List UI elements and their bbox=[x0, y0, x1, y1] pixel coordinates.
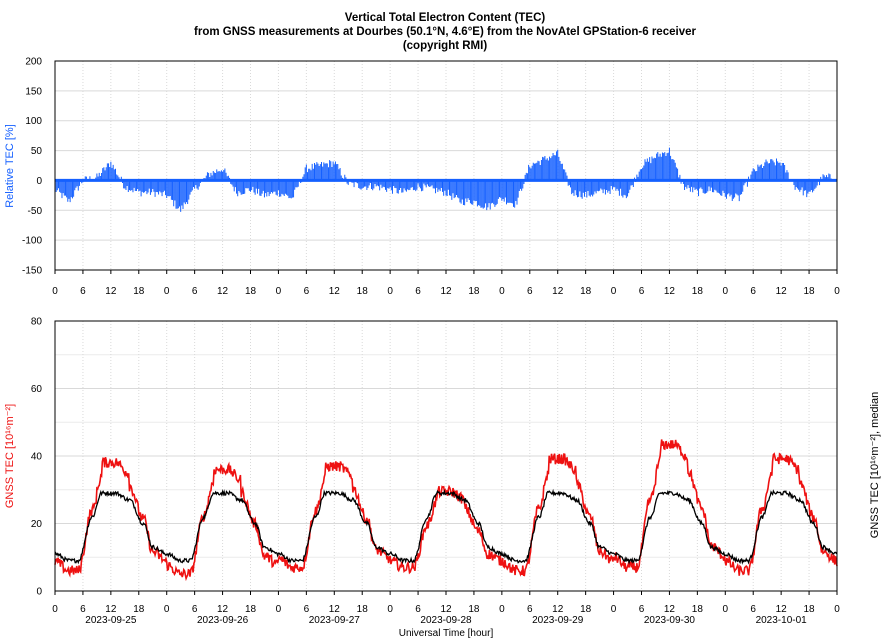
gnss-tec-y-axis-label: GNSS TEC [10¹⁶m⁻²] bbox=[4, 404, 16, 508]
relative-tec-x-tick-label: 12 bbox=[552, 286, 564, 297]
gnss-tec-y-tick-label: 0 bbox=[36, 587, 42, 598]
gnss-tec-x-tick-label: 0 bbox=[164, 604, 170, 615]
gnss-tec-date-label: 2023-09-30 bbox=[644, 615, 696, 626]
gnss-tec-x-tick-label: 0 bbox=[611, 604, 617, 615]
relative-tec-x-tick-label: 12 bbox=[217, 286, 229, 297]
relative-tec-y-tick-label: 100 bbox=[25, 116, 42, 127]
gnss-tec-x-tick-label: 12 bbox=[217, 604, 229, 615]
relative-tec-x-tick-label: 0 bbox=[611, 286, 617, 297]
gnss-tec-median-series bbox=[54, 488, 838, 565]
relative-tec-x-tick-label: 18 bbox=[580, 286, 592, 297]
gnss-tec-x-tick-label: 6 bbox=[750, 604, 756, 615]
gnss-tec-x-tick-label: 0 bbox=[276, 604, 282, 615]
gnss-tec-x-tick-label: 18 bbox=[580, 604, 592, 615]
relative-tec-x-tick-label: 12 bbox=[329, 286, 341, 297]
relative-tec-x-tick-label: 18 bbox=[804, 286, 816, 297]
relative-tec-y-tick-label: 200 bbox=[25, 57, 42, 68]
gnss-tec-x-tick-label: 12 bbox=[552, 604, 564, 615]
gnss-tec-x-tick-label: 12 bbox=[664, 604, 676, 615]
gnss-tec-x-tick-label: 0 bbox=[52, 604, 58, 615]
gnss-tec-x-tick-label: 18 bbox=[245, 604, 257, 615]
relative-tec-x-tick-label: 6 bbox=[639, 286, 645, 297]
relative-tec-x-tick-label: 0 bbox=[387, 286, 393, 297]
relative-tec-x-tick-label: 0 bbox=[52, 286, 58, 297]
gnss-tec-date-label: 2023-10-01 bbox=[756, 615, 808, 626]
gnss-tec-y-tick-label: 40 bbox=[31, 452, 43, 463]
gnss-tec-x-tick-label: 12 bbox=[776, 604, 788, 615]
chart-title-line-3: (copyright RMI) bbox=[403, 40, 487, 52]
gnss-tec-y-tick-label: 60 bbox=[31, 384, 43, 395]
relative-tec-x-tick-label: 0 bbox=[834, 286, 840, 297]
gnss-tec-x-tick-label: 6 bbox=[527, 604, 533, 615]
chart-title-line-1: Vertical Total Electron Content (TEC) bbox=[345, 12, 546, 24]
relative-tec-plot-frame bbox=[54, 60, 838, 271]
gnss-tec-date-label: 2023-09-27 bbox=[309, 615, 361, 626]
gnss-tec-plot-frame bbox=[54, 320, 838, 592]
relative-tec-x-tick-label: 6 bbox=[192, 286, 198, 297]
gnss-tec-x-tick-label: 6 bbox=[415, 604, 421, 615]
gnss-tec-x-tick-label: 6 bbox=[639, 604, 645, 615]
relative-tec-x-tick-label: 0 bbox=[499, 286, 505, 297]
gnss-tec-x-tick-label: 18 bbox=[468, 604, 480, 615]
relative-tec-y-axis-label: Relative TEC [%] bbox=[4, 124, 16, 208]
relative-tec-x-tick-label: 0 bbox=[723, 286, 729, 297]
gnss-tec-y-tick-label: 80 bbox=[31, 317, 43, 328]
relative-tec-x-tick-label: 6 bbox=[527, 286, 533, 297]
gnss-tec-date-label: 2023-09-26 bbox=[197, 615, 249, 626]
x-axis-label: Universal Time [hour] bbox=[399, 628, 494, 639]
gnss-tec-x-tick-label: 18 bbox=[692, 604, 704, 615]
relative-tec-y-tick-label: 0 bbox=[36, 176, 42, 187]
relative-tec-y-tick-label: -50 bbox=[28, 206, 43, 217]
relative-tec-x-tick-label: 12 bbox=[105, 286, 117, 297]
gnss-tec-x-tick-label: 18 bbox=[804, 604, 816, 615]
relative-tec-ticks: -150 -100 -50 0 50 100 150 200 0 6 12 18 0 6 12 18 0 6 12 1… bbox=[22, 57, 840, 298]
chart-title-line-2: from GNSS measurements at Dourbes (50.1°… bbox=[194, 26, 696, 38]
gnss-tec-x-tick-label: 18 bbox=[357, 604, 369, 615]
relative-tec-x-tick-label: 12 bbox=[776, 286, 788, 297]
gnss-tec-date-label: 2023-09-29 bbox=[532, 615, 584, 626]
gnss-tec-x-tick-label: 12 bbox=[329, 604, 341, 615]
relative-tec-x-tick-label: 18 bbox=[245, 286, 257, 297]
relative-tec-x-tick-label: 18 bbox=[133, 286, 145, 297]
gnss-tec-x-tick-label: 0 bbox=[387, 604, 393, 615]
relative-tec-panel: -150 -100 -50 0 50 100 150 200 0 6 12 18 0 6 12 18 0 6 12 1… bbox=[4, 57, 840, 298]
relative-tec-x-tick-label: 12 bbox=[440, 286, 452, 297]
gnss-tec-date-label: 2023-09-28 bbox=[420, 615, 472, 626]
relative-tec-x-tick-label: 18 bbox=[468, 286, 480, 297]
gnss-tec-x-tick-label: 12 bbox=[105, 604, 117, 615]
gnss-tec-median-y-axis-label: GNSS TEC [10¹⁶m⁻²], median bbox=[869, 392, 881, 538]
relative-tec-grid bbox=[54, 60, 838, 271]
gnss-tec-x-tick-label: 6 bbox=[80, 604, 86, 615]
relative-tec-x-tick-label: 18 bbox=[692, 286, 704, 297]
gnss-tec-x-tick-label: 0 bbox=[723, 604, 729, 615]
relative-tec-x-tick-label: 0 bbox=[164, 286, 170, 297]
gnss-tec-x-tick-label: 18 bbox=[133, 604, 145, 615]
gnss-tec-date-label: 2023-09-25 bbox=[85, 615, 137, 626]
relative-tec-x-tick-label: 6 bbox=[415, 286, 421, 297]
gnss-tec-x-tick-label: 6 bbox=[192, 604, 198, 615]
relative-tec-y-tick-label: 150 bbox=[25, 86, 42, 97]
relative-tec-y-tick-label: -150 bbox=[22, 266, 42, 277]
relative-tec-y-tick-label: -100 bbox=[22, 236, 42, 247]
gnss-tec-x-tick-label: 0 bbox=[834, 604, 840, 615]
relative-tec-x-tick-label: 0 bbox=[276, 286, 282, 297]
relative-tec-x-tick-label: 12 bbox=[664, 286, 676, 297]
gnss-tec-x-tick-label: 0 bbox=[499, 604, 505, 615]
relative-tec-x-tick-label: 6 bbox=[80, 286, 86, 297]
gnss-tec-y-tick-label: 20 bbox=[31, 519, 43, 530]
gnss-tec-x-tick-label: 6 bbox=[304, 604, 310, 615]
relative-tec-x-tick-label: 6 bbox=[750, 286, 756, 297]
relative-tec-y-tick-label: 50 bbox=[31, 146, 43, 157]
gnss-tec-x-tick-label: 12 bbox=[440, 604, 452, 615]
relative-tec-x-tick-label: 18 bbox=[357, 286, 369, 297]
relative-tec-x-tick-label: 6 bbox=[304, 286, 310, 297]
